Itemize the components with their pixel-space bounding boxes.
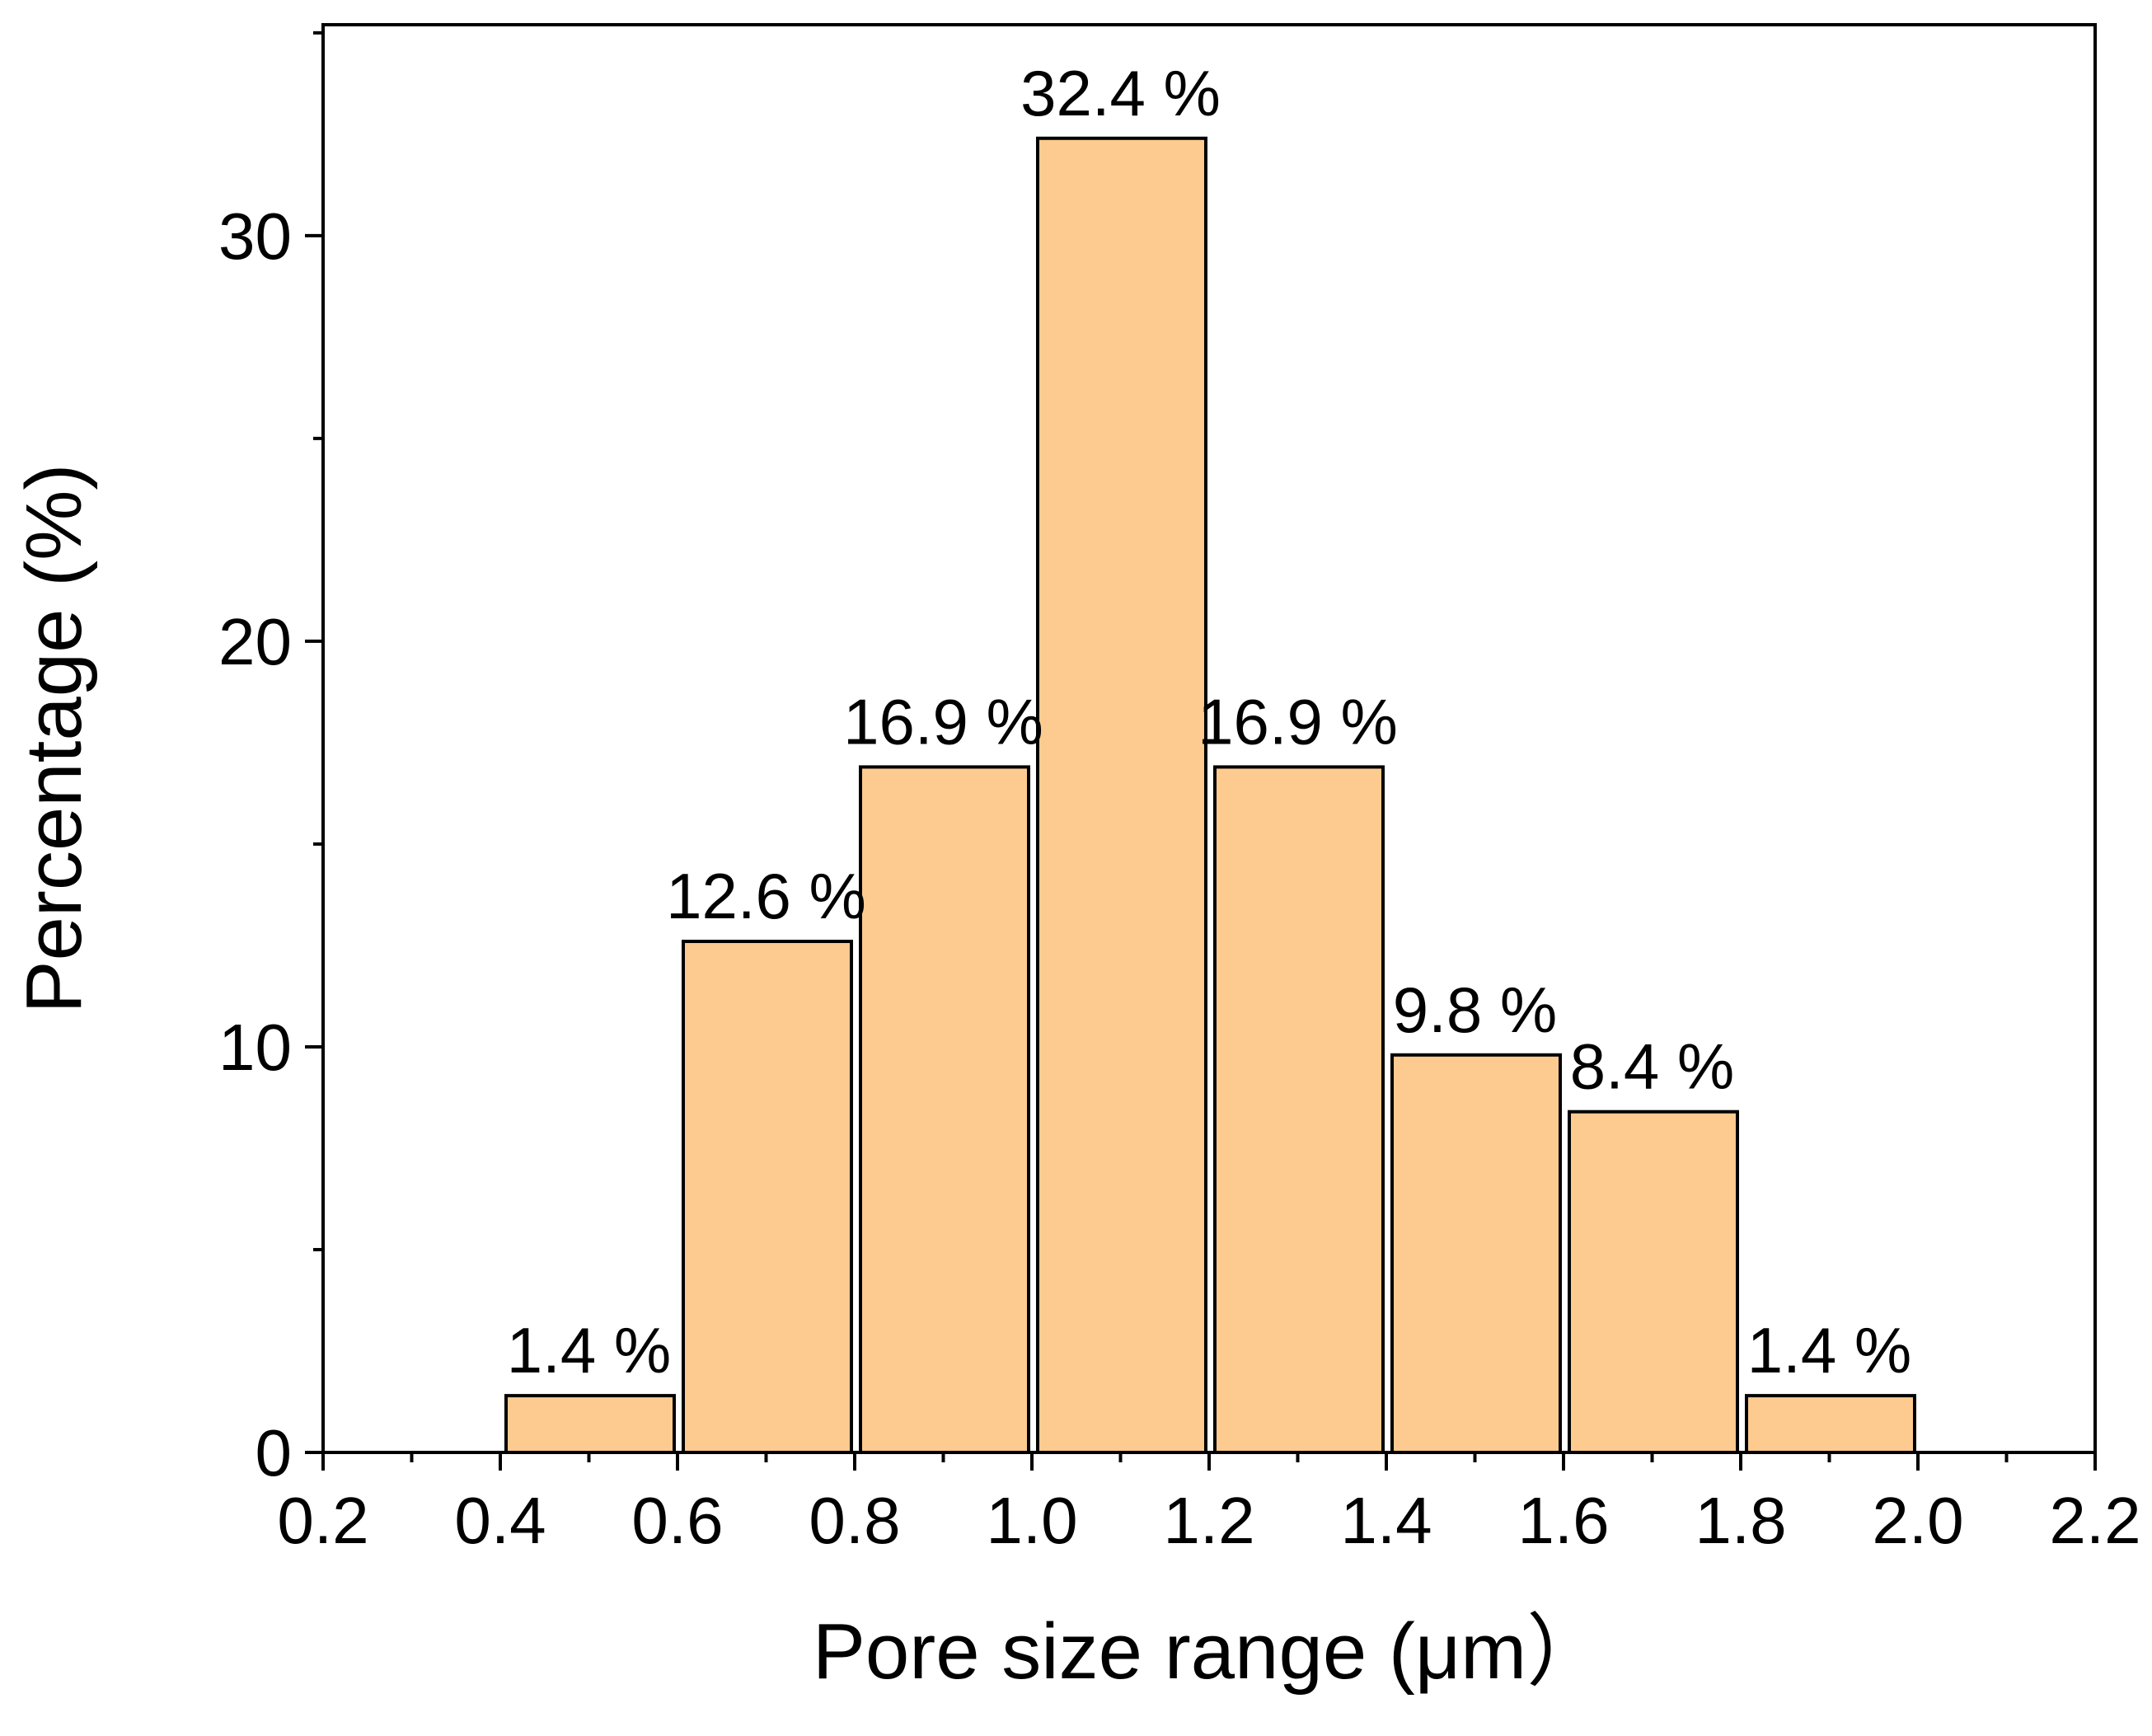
y-axis-title: Percentage (%) <box>10 464 98 1014</box>
bar-value-label-0: 1.4 % <box>507 1314 671 1386</box>
y-tick-label-0: 0 <box>256 1416 293 1490</box>
x-tick-label-10: 2.2 <box>2049 1484 2140 1557</box>
bar-4 <box>1213 765 1385 1454</box>
y-tick-label-1: 10 <box>218 1011 292 1084</box>
bar-value-label-4: 16.9 % <box>1198 685 1398 758</box>
x-tick-label-5: 1.2 <box>1163 1484 1254 1557</box>
ticks-group <box>305 30 2097 1471</box>
bars-group <box>504 136 1916 1455</box>
y-tick-label-2: 20 <box>218 605 292 678</box>
bar-3 <box>1036 136 1207 1455</box>
bar-value-label-5: 9.8 % <box>1393 974 1557 1046</box>
bar-1 <box>682 940 853 1454</box>
x-tick-label-4: 1.0 <box>986 1484 1077 1557</box>
bar-value-label-2: 16.9 % <box>843 685 1043 758</box>
x-tick-label-8: 1.8 <box>1695 1484 1786 1557</box>
x-tick-label-2: 0.6 <box>631 1484 723 1557</box>
bar-value-label-1: 12.6 % <box>666 860 866 932</box>
bar-value-label-6: 8.4 % <box>1570 1030 1734 1103</box>
bar-0 <box>504 1394 676 1455</box>
x-tick-label-1: 0.4 <box>454 1484 546 1557</box>
x-tick-label-0: 0.2 <box>277 1484 368 1557</box>
x-tick-label-3: 0.8 <box>809 1484 900 1557</box>
bar-value-label-7: 1.4 % <box>1747 1314 1911 1386</box>
bar-2 <box>859 765 1030 1454</box>
x-axis-title: Pore size range (μm） <box>813 1607 1606 1696</box>
bar-7 <box>1745 1394 1916 1455</box>
x-tick-label-7: 1.6 <box>1517 1484 1609 1557</box>
bar-5 <box>1390 1053 1562 1454</box>
y-tick-label-3: 30 <box>218 199 292 273</box>
x-tick-label-9: 2.0 <box>1872 1484 1963 1557</box>
x-tick-label-6: 1.4 <box>1340 1484 1432 1557</box>
bar-value-label-3: 32.4 % <box>1020 57 1221 129</box>
bar-6 <box>1568 1110 1739 1454</box>
labels-group: 1.4 % 12.6 % 16.9 % 32.4 % 16.9 % 9.8 %8.4 % 1… <box>218 57 2141 1557</box>
